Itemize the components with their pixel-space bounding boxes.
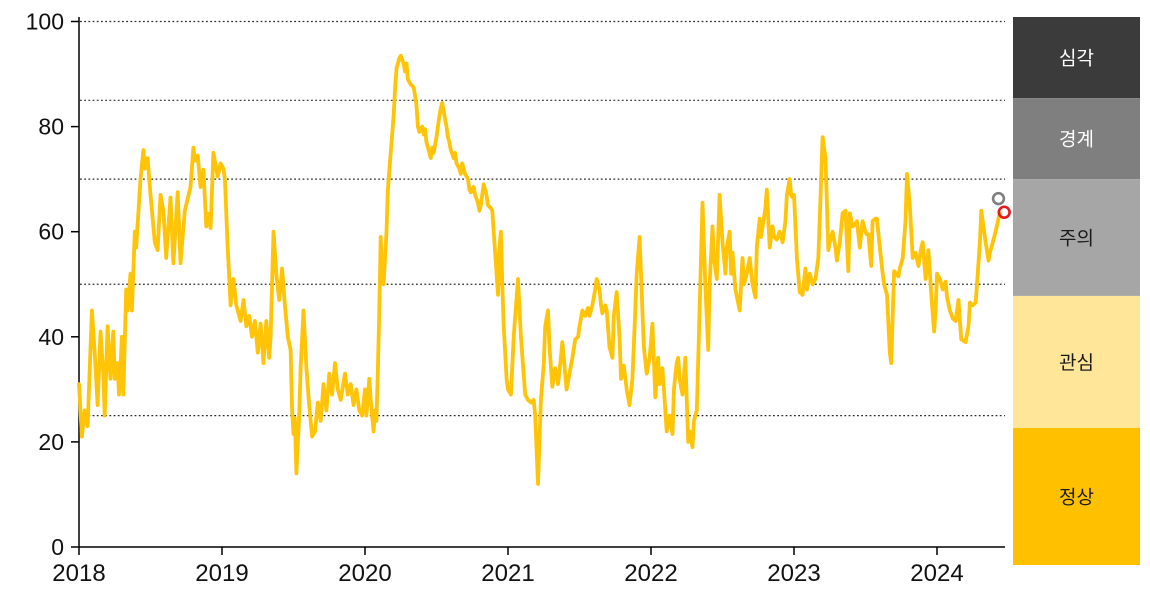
x-tick-label-2022: 2022 bbox=[624, 560, 677, 587]
risk-band-label-normal: 정상 bbox=[1059, 487, 1094, 509]
risk-band-severe bbox=[1013, 17, 1140, 99]
risk-band-label-attention: 관심 bbox=[1059, 352, 1094, 374]
x-tick-label-2024: 2024 bbox=[910, 560, 963, 587]
x-tick-label-2023: 2023 bbox=[767, 560, 820, 587]
y-tick-label-100: 100 bbox=[26, 9, 64, 35]
x-tick-label-2020: 2020 bbox=[338, 560, 391, 587]
risk-band-label-alert: 경계 bbox=[1059, 129, 1094, 151]
y-tick-label-0: 0 bbox=[51, 534, 64, 560]
risk-band-label-severe: 심각 bbox=[1059, 48, 1094, 70]
y-tick-label-80: 80 bbox=[38, 114, 64, 140]
marker-latest-week-point bbox=[997, 205, 1011, 219]
risk-band-label-caution: 주의 bbox=[1059, 228, 1094, 250]
risk-band-normal bbox=[1013, 428, 1140, 565]
y-tick-label-20: 20 bbox=[38, 429, 64, 455]
y-tick-label-40: 40 bbox=[38, 324, 64, 350]
x-tick-label-2021: 2021 bbox=[481, 560, 534, 587]
x-tick-label-2019: 2019 bbox=[195, 560, 248, 587]
marker-previous-week-point bbox=[991, 191, 1006, 206]
series-line-stress-index bbox=[77, 53, 1002, 486]
risk-band-alert bbox=[1013, 98, 1140, 180]
x-tick-label-2018: 2018 bbox=[52, 560, 105, 587]
risk-band-attention bbox=[1013, 295, 1140, 428]
risk-band-caution bbox=[1013, 179, 1140, 296]
y-tick-label-60: 60 bbox=[38, 219, 64, 245]
